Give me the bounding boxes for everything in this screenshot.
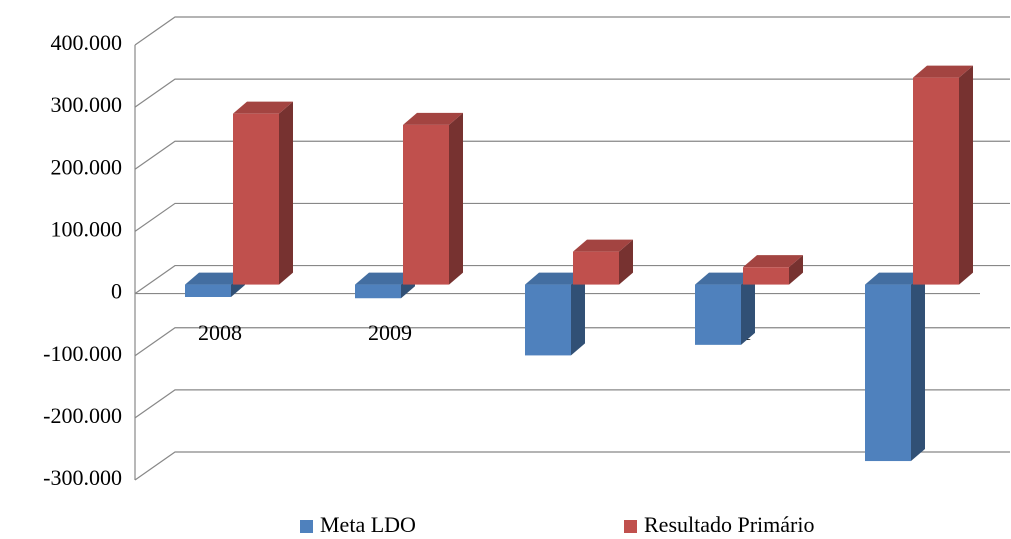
bar-face xyxy=(403,124,449,285)
y-tick-label: -100.000 xyxy=(43,341,122,366)
grid-line xyxy=(134,78,1010,108)
bar-face xyxy=(355,284,401,299)
legend-swatch xyxy=(624,520,637,533)
grid-line xyxy=(134,16,1010,46)
y-tick-label: 200.000 xyxy=(51,154,123,179)
bar xyxy=(233,101,293,285)
bar-face xyxy=(573,251,619,285)
bar-face xyxy=(865,284,911,462)
bar-face xyxy=(403,112,463,125)
bar-face xyxy=(525,272,585,285)
grid-line xyxy=(134,140,1010,170)
legend-label: Resultado Primário xyxy=(644,512,814,537)
bar-face xyxy=(695,272,755,285)
bar-face xyxy=(573,239,633,252)
bar-face xyxy=(789,255,803,285)
bar xyxy=(913,65,973,285)
bar xyxy=(695,272,755,345)
bar xyxy=(403,112,463,285)
grid-line xyxy=(134,202,1010,232)
y-tick-label: -200.000 xyxy=(43,403,122,428)
x-tick-label: 2008 xyxy=(198,320,242,345)
y-tick-label: 0 xyxy=(111,279,122,304)
bar-face xyxy=(355,272,415,285)
y-tick-label: 300.000 xyxy=(51,92,123,117)
bar-face xyxy=(743,255,803,268)
bar-face xyxy=(233,101,293,114)
y-tick-label: 400.000 xyxy=(51,30,123,55)
bar-face xyxy=(695,284,741,345)
bar-face xyxy=(913,65,973,78)
y-tick-label: -300.000 xyxy=(43,465,122,490)
bar-face xyxy=(449,112,463,285)
bar xyxy=(525,272,585,356)
bar-face xyxy=(279,101,293,285)
bar-face xyxy=(743,267,789,285)
legend-label: Meta LDO xyxy=(320,512,416,537)
grid-line xyxy=(134,264,1010,295)
bar-face xyxy=(571,272,585,356)
bar-face xyxy=(959,65,973,285)
bar-face xyxy=(741,272,755,345)
bar-face xyxy=(525,284,571,356)
y-tick-label: 100.000 xyxy=(51,216,123,241)
bar-face xyxy=(865,272,925,285)
bar xyxy=(743,255,803,285)
bar-face xyxy=(913,77,959,285)
bar-face xyxy=(619,239,633,285)
x-tick-label: 2009 xyxy=(368,320,412,345)
grid-line xyxy=(134,451,1010,481)
bar xyxy=(185,272,245,297)
bar xyxy=(573,239,633,285)
bar-face xyxy=(233,113,279,285)
grid-line xyxy=(134,389,1010,419)
bar-face xyxy=(185,272,245,285)
bar xyxy=(865,272,925,462)
bar-face xyxy=(185,284,231,297)
legend-swatch xyxy=(300,520,313,533)
bar-face xyxy=(911,272,925,462)
